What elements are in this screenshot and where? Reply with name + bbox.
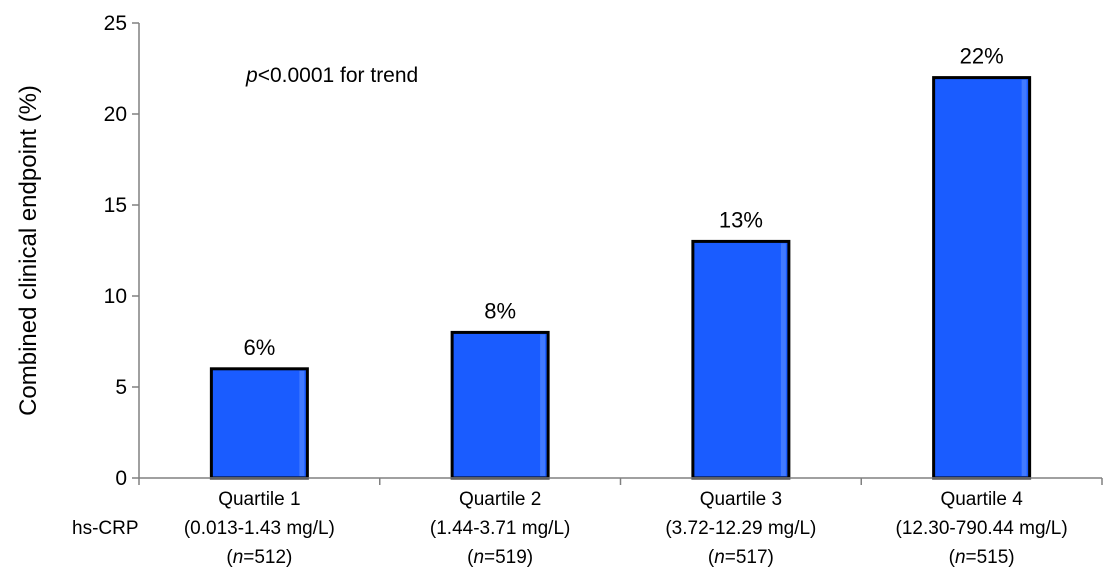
data-label-3: 13% xyxy=(719,207,763,232)
data-label-4: 22% xyxy=(960,44,1004,69)
category-n-3: (n=517) xyxy=(708,547,774,568)
category-label-1: Quartile 1 xyxy=(218,489,300,510)
y-axis-title: Combined clinical endpoint (%) xyxy=(15,85,42,416)
bar-1 xyxy=(209,367,309,480)
category-label-4: Quartile 4 xyxy=(940,489,1023,510)
category-labels-layer: Quartile 1 (0.013-1.43 mg/L) (n=512) Quarti… xyxy=(184,489,1068,568)
category-range-1: (0.013-1.43 mg/L) xyxy=(184,518,335,539)
data-label-1: 6% xyxy=(243,335,275,360)
y-tick-label: 20 xyxy=(104,103,127,126)
y-tick-label: 15 xyxy=(104,194,127,217)
category-label-3: Quartile 3 xyxy=(700,489,782,510)
y-tick-label: 0 xyxy=(115,467,127,490)
category-n-1: (n=512) xyxy=(226,547,292,568)
category-range-3: (3.72-12.29 mg/L) xyxy=(665,518,816,539)
category-range-4: (12.30-790.44 mg/L) xyxy=(896,518,1068,539)
x-group-label: hs-CRP xyxy=(72,518,139,539)
category-n-2: (n=519) xyxy=(467,547,533,568)
y-tick-label: 5 xyxy=(115,376,127,399)
trend-annotation-italic: p xyxy=(245,64,258,87)
trend-annotation: p<0.0001 for trend xyxy=(245,64,418,87)
category-n-4: (n=515) xyxy=(949,547,1015,568)
category-range-2: (1.44-3.71 mg/L) xyxy=(430,518,570,539)
data-label-2: 8% xyxy=(484,298,516,323)
bar-2 xyxy=(450,330,550,480)
y-tick-label: 25 xyxy=(104,12,127,35)
bar-highlight-1 xyxy=(299,370,305,476)
bar-3 xyxy=(691,239,791,480)
trend-annotation-rest: <0.0001 for trend xyxy=(258,64,419,87)
category-label-2: Quartile 2 xyxy=(459,489,541,510)
bar-4 xyxy=(932,76,1032,480)
bar-highlight-3 xyxy=(780,243,786,476)
axes-layer: 0 5 10 15 20 25 xyxy=(104,12,1103,490)
y-tick-label: 10 xyxy=(104,285,127,308)
bar-highlight-2 xyxy=(540,334,546,476)
bars-layer: 6% 8% 13% 22% xyxy=(209,44,1032,480)
bar-highlight-4 xyxy=(1021,79,1027,476)
